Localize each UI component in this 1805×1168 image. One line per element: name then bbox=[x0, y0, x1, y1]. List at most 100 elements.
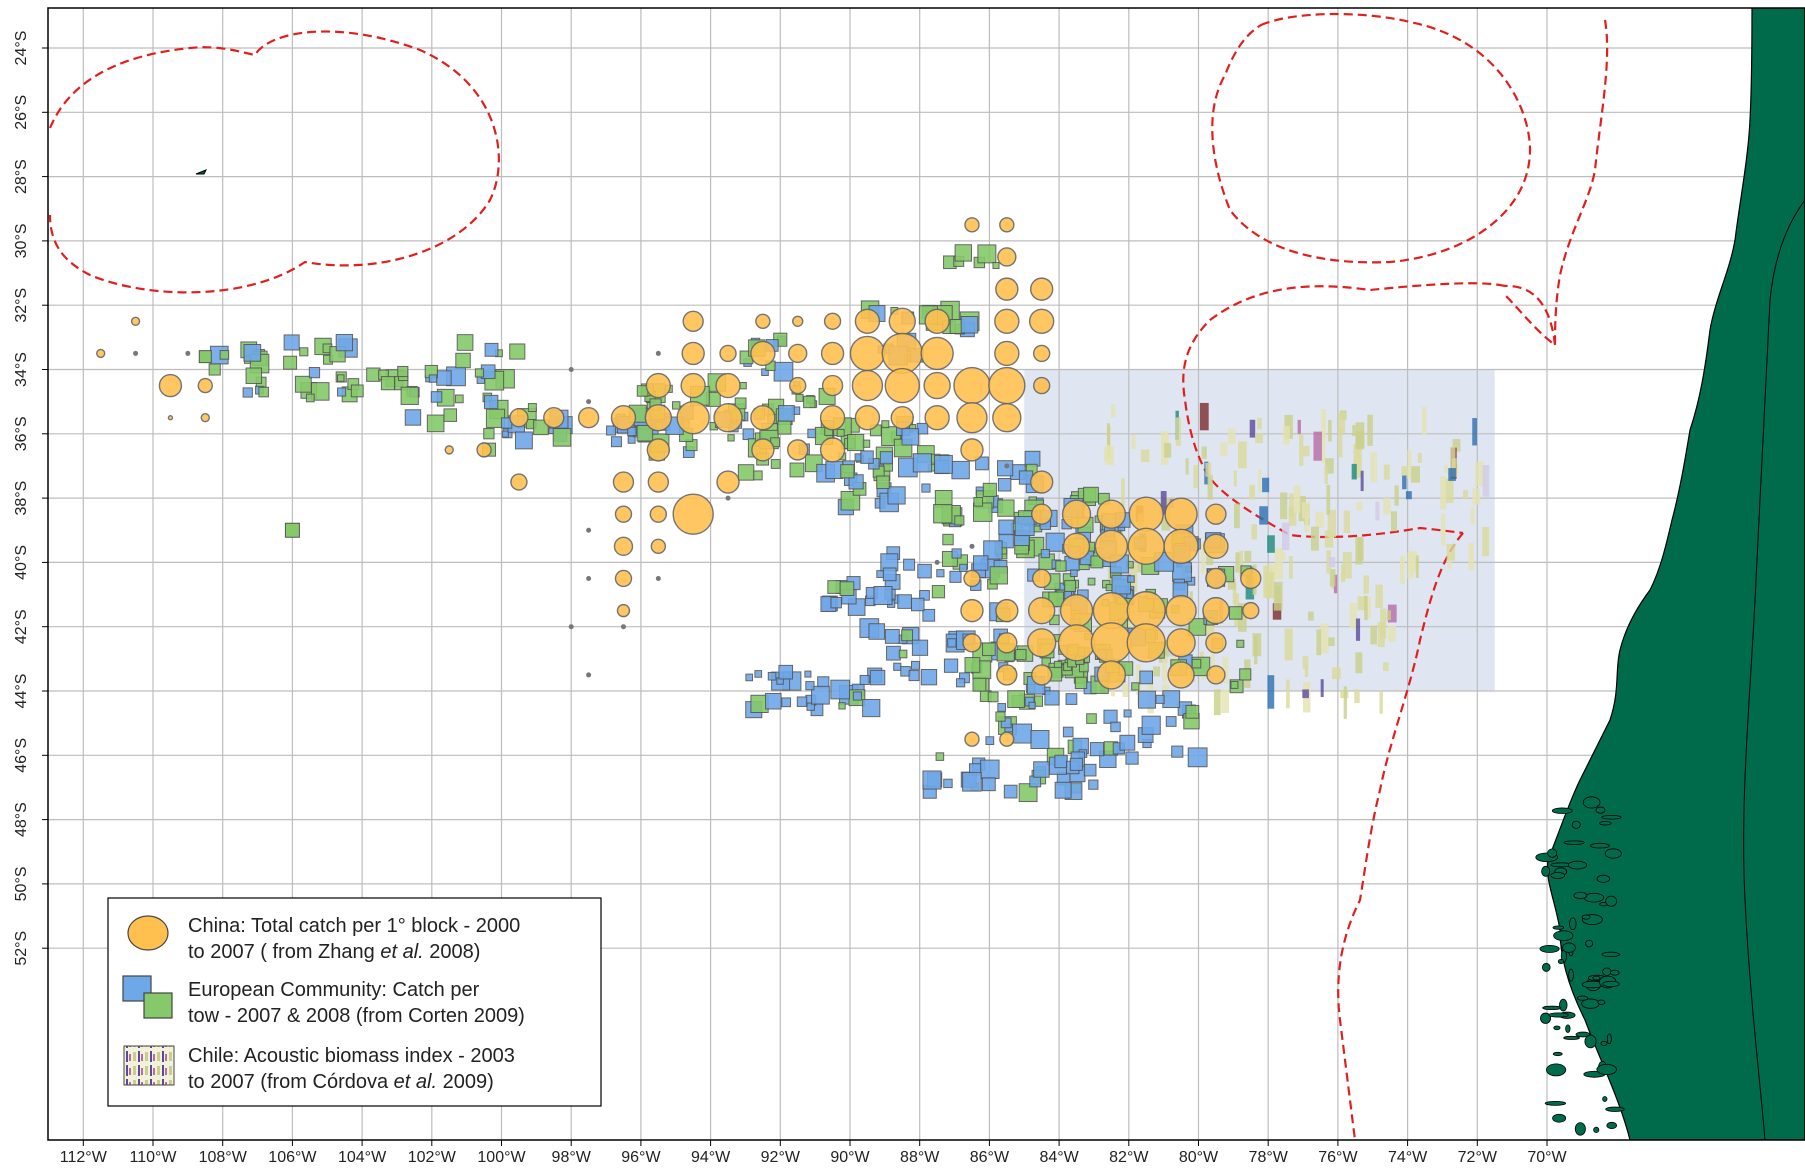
acoustic-streak bbox=[1310, 526, 1319, 551]
ec-tow-green bbox=[964, 657, 981, 673]
acoustic-streak bbox=[1352, 425, 1356, 437]
acoustic-streak bbox=[1199, 402, 1209, 431]
china-catch-circle bbox=[849, 335, 886, 372]
coastal-island bbox=[1541, 962, 1551, 972]
ec-tow-blue bbox=[1165, 716, 1177, 727]
ec-tow-blue bbox=[893, 662, 902, 671]
ec-tow-blue bbox=[981, 777, 996, 792]
acoustic-streak bbox=[1313, 431, 1322, 461]
china-catch-circle bbox=[676, 401, 710, 435]
ec-tow-green bbox=[258, 386, 269, 398]
china-catch-circle bbox=[996, 664, 1018, 686]
china-catch-circle bbox=[614, 569, 633, 588]
lat-tick-label: 38°S bbox=[13, 481, 30, 516]
acoustic-streak bbox=[1110, 404, 1116, 418]
acoustic-streak bbox=[1153, 666, 1161, 677]
south-america-land bbox=[195, 8, 1805, 1140]
acoustic-streak bbox=[1259, 506, 1268, 525]
china-catch-circle bbox=[988, 366, 1026, 405]
acoustic-streak bbox=[1329, 568, 1336, 587]
china-catch-circle bbox=[644, 404, 673, 432]
ec-tow-green bbox=[836, 428, 845, 437]
acoustic-streak bbox=[1282, 425, 1290, 445]
acoustic-streak bbox=[1421, 406, 1427, 436]
acoustic-streak bbox=[1375, 501, 1380, 521]
ec-tow-green bbox=[397, 365, 409, 378]
acoustic-streak bbox=[1220, 442, 1228, 456]
china-catch-circle bbox=[792, 315, 804, 327]
ec-tow-blue bbox=[949, 570, 962, 583]
acoustic-streak bbox=[1448, 468, 1456, 481]
ec-tow-green bbox=[992, 261, 1000, 270]
coastal-island bbox=[1602, 980, 1620, 988]
ec-legend-green-square bbox=[143, 992, 173, 1019]
china-catch-circle bbox=[613, 536, 634, 557]
ec-tow-blue bbox=[1000, 717, 1012, 729]
coastal-island bbox=[1600, 1040, 1608, 1046]
acoustic-streak bbox=[1185, 458, 1189, 475]
acoustic-streak bbox=[1328, 557, 1336, 568]
eez-line bbox=[1337, 532, 1464, 1140]
coastal-island bbox=[1582, 796, 1601, 809]
acoustic-streak bbox=[1415, 555, 1419, 578]
ec-tow-blue bbox=[1172, 562, 1192, 582]
national-border bbox=[1743, 199, 1805, 1140]
ec-tow-blue bbox=[1054, 754, 1068, 769]
coastal-island bbox=[1599, 821, 1612, 826]
china-catch-circle bbox=[953, 366, 991, 405]
eez-line bbox=[1504, 284, 1557, 346]
ec-tow-blue bbox=[908, 670, 920, 682]
coastal-island bbox=[1567, 860, 1588, 870]
acoustic-streak bbox=[1221, 689, 1230, 713]
legend: China: Total catch per 1° block - 2000 t… bbox=[107, 897, 602, 1107]
ec-tow-blue bbox=[1162, 690, 1181, 709]
acoustic-streak bbox=[1320, 679, 1324, 698]
china-catch-circle bbox=[960, 598, 984, 623]
coastal-island bbox=[1592, 975, 1601, 981]
ec-tow-blue bbox=[1065, 693, 1078, 705]
acoustic-streak bbox=[1201, 446, 1207, 459]
ec-tow-green bbox=[977, 244, 997, 264]
china-catch-circle bbox=[819, 405, 846, 431]
acoustic-streak bbox=[1280, 492, 1288, 520]
longitude-tick-labels: 112°W 110°W 108°W 106°W 104°W 102°W 100°W 98°W 9… bbox=[60, 1140, 1568, 1166]
china-catch-dot bbox=[586, 527, 592, 533]
acoustic-streak bbox=[1475, 461, 1485, 487]
ec-tow-blue bbox=[1040, 548, 1050, 559]
ec-tow-blue bbox=[997, 460, 1014, 477]
china-catch-circle bbox=[1127, 527, 1165, 566]
china-catch-circle bbox=[923, 371, 951, 400]
coastal-island bbox=[1546, 1063, 1567, 1077]
ec-tow-blue bbox=[897, 594, 912, 609]
ec-tow-green bbox=[284, 522, 300, 538]
ec-tow-blue bbox=[959, 563, 968, 573]
ec-tow-blue bbox=[1070, 569, 1078, 577]
acoustic-streak bbox=[1367, 414, 1373, 446]
china-catch-circle bbox=[647, 471, 670, 493]
coastal-island bbox=[1557, 958, 1565, 965]
coastal-island bbox=[1605, 1106, 1625, 1112]
ec-tow-blue bbox=[830, 679, 851, 700]
ec-tow-green bbox=[474, 368, 485, 378]
acoustic-streak bbox=[1394, 485, 1399, 506]
acoustic-streak bbox=[1289, 493, 1294, 517]
ec-tow-green bbox=[935, 752, 945, 761]
ec-tow-green bbox=[198, 350, 212, 364]
ec-tow-blue bbox=[1137, 690, 1156, 709]
ec-tow-green bbox=[1015, 648, 1027, 661]
acoustic-streak bbox=[1351, 463, 1357, 480]
china-catch-circle bbox=[1126, 623, 1166, 663]
acoustic-streak bbox=[1303, 446, 1310, 457]
coastal-island bbox=[1605, 895, 1618, 907]
lat-tick-label: 50°S bbox=[13, 866, 30, 901]
china-catch-circle bbox=[1206, 665, 1226, 685]
china-catch-circle bbox=[716, 470, 740, 494]
acoustic-streak bbox=[1282, 522, 1290, 551]
acoustic-streak bbox=[1284, 628, 1293, 661]
acoustic-streak bbox=[1131, 434, 1136, 450]
coastal-island bbox=[1604, 848, 1622, 859]
china-catch-circle bbox=[1242, 601, 1260, 620]
china-catch-circle bbox=[964, 731, 980, 747]
ec-tow-green bbox=[1131, 682, 1140, 691]
ec-tow-blue bbox=[805, 681, 815, 691]
